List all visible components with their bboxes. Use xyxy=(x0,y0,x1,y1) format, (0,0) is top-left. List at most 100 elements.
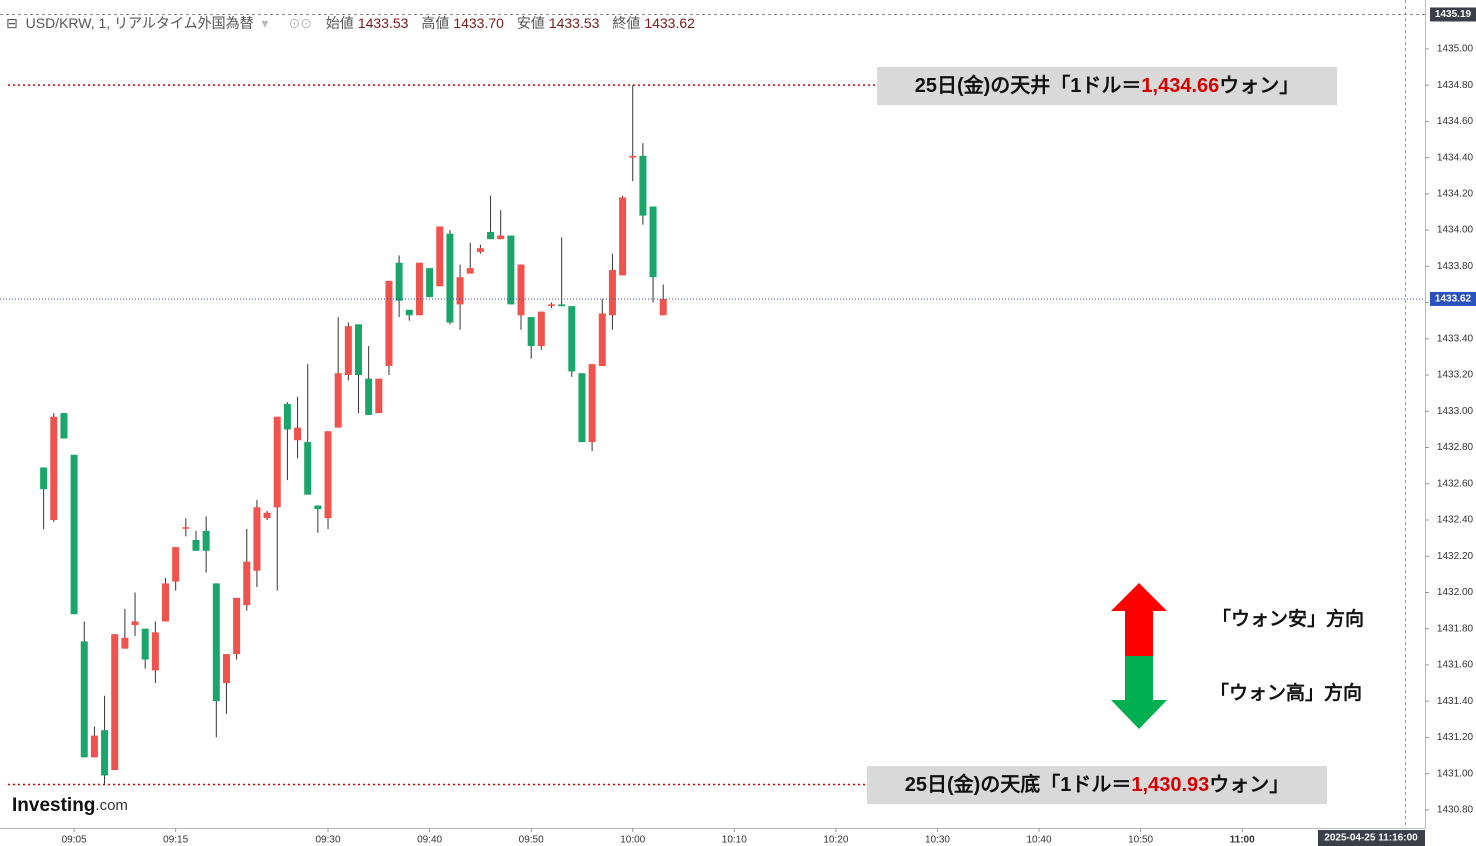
candle-body xyxy=(70,454,78,615)
header: ⊟ USD/KRW, 1, リアルタイム外国為替 ▾ ⊙⊙ 始値 1433.53 … xyxy=(6,13,704,33)
candle-body xyxy=(192,539,200,551)
candle-body xyxy=(415,262,423,316)
y-tick-label: 1435.00 xyxy=(1437,44,1474,55)
candle-body xyxy=(426,268,434,298)
direction-label: 「ウォン高」方向 xyxy=(1210,681,1362,704)
candle-body xyxy=(294,427,302,441)
y-tick-label: 1432.20 xyxy=(1437,551,1474,562)
candle-body xyxy=(598,313,606,366)
candle-body xyxy=(527,317,535,347)
y-tick-label: 1431.40 xyxy=(1437,696,1474,707)
x-tick-label: 09:50 xyxy=(519,835,544,846)
x-tick-label: 10:20 xyxy=(823,835,848,846)
symbol: ⊟ xyxy=(6,15,18,31)
top-marker-box xyxy=(1430,7,1476,22)
candle-body xyxy=(547,304,555,306)
x-tick-label: 10:10 xyxy=(722,835,747,846)
top-marker-label: 1435.19 xyxy=(1435,9,1472,20)
candle-body xyxy=(588,364,596,443)
candle-body xyxy=(283,404,291,430)
annotation-value: 1,434.66 xyxy=(1141,75,1219,97)
last-price-label: 1433.62 xyxy=(1435,294,1472,305)
candle-body xyxy=(659,298,667,316)
last-price-box xyxy=(1430,291,1476,306)
ohlc-value: 1433.53 xyxy=(548,15,600,31)
y-tick-label: 1434.60 xyxy=(1437,116,1474,127)
annotation-text: 25日(金)の天井「1ドル＝ xyxy=(915,73,1142,97)
candle-body xyxy=(517,264,525,316)
annotation-text: ウォン」 xyxy=(1219,74,1299,97)
logo-text: Investing xyxy=(12,795,95,816)
candle-body xyxy=(649,206,657,278)
candle-body xyxy=(263,512,271,519)
candle-body xyxy=(334,373,342,428)
annotation-box xyxy=(877,67,1337,105)
ohlc-value: 1433.70 xyxy=(453,15,504,31)
y-tick-label: 1432.80 xyxy=(1437,442,1474,453)
candle-body xyxy=(395,262,403,301)
settings-icons[interactable]: ⊙⊙ xyxy=(288,15,312,31)
y-tick-label: 1430.80 xyxy=(1437,805,1474,816)
candle-body xyxy=(558,304,566,307)
candle-body xyxy=(375,378,383,414)
candle-body xyxy=(182,527,190,529)
candle-body xyxy=(537,311,545,347)
candle-body xyxy=(608,269,616,316)
candle-body xyxy=(639,155,647,216)
ohlc-name: 終値 xyxy=(612,15,641,31)
candle-body xyxy=(50,416,58,520)
y-tick-label: 1434.20 xyxy=(1437,189,1474,200)
symbol: USD/KRW, 1, リアルタイム外国為替 xyxy=(25,15,254,31)
arrow-up-head xyxy=(1111,583,1167,611)
candle-body xyxy=(90,735,98,758)
x-tick-label: 10:00 xyxy=(620,835,645,846)
candle-body xyxy=(131,621,139,626)
arrow-down-shaft xyxy=(1125,656,1153,701)
candle-body xyxy=(202,530,210,551)
candle-body xyxy=(365,378,373,415)
annotation-low: 25日(金)の天底「1ドル＝1,430.93ウォン」 xyxy=(905,772,1290,796)
y-tick-label: 1433.20 xyxy=(1437,370,1474,381)
candle-body xyxy=(243,561,251,606)
candle-body xyxy=(233,597,241,655)
y-tick-label: 1431.20 xyxy=(1437,732,1474,743)
x-tick-label: 09:40 xyxy=(417,835,442,846)
candle-body xyxy=(456,277,464,305)
annotation-text: ウォン」 xyxy=(1209,773,1289,796)
annotation-value: 1,430.93 xyxy=(1131,774,1209,796)
candle-body xyxy=(212,583,220,702)
candle-body xyxy=(578,373,586,443)
candle-body xyxy=(172,547,180,582)
y-tick-label: 1433.00 xyxy=(1437,406,1474,417)
candle-body xyxy=(466,268,474,274)
ohlc-name: 安値 xyxy=(516,15,545,31)
candle-body xyxy=(476,248,484,252)
x-tick-label: 11:00 xyxy=(1230,835,1255,846)
y-tick-label: 1434.00 xyxy=(1437,225,1474,236)
x-tick-label: 10:40 xyxy=(1027,835,1052,846)
y-tick-label: 1432.60 xyxy=(1437,478,1474,489)
candle-body xyxy=(446,233,454,323)
y-tick-label: 1433.40 xyxy=(1437,333,1474,344)
y-tick-label: 1434.40 xyxy=(1437,152,1474,163)
candle-body xyxy=(507,235,515,305)
dropdown[interactable]: ▾ xyxy=(261,15,269,31)
annotation-high: 25日(金)の天井「1ドル＝1,434.66ウォン」 xyxy=(915,73,1300,97)
y-tick-label: 1431.80 xyxy=(1437,623,1474,634)
candle-body xyxy=(385,280,393,366)
candle-body xyxy=(141,628,149,660)
candle-body xyxy=(314,505,322,510)
timestamp-box xyxy=(1318,830,1425,846)
candle-body xyxy=(40,467,48,490)
candle-body xyxy=(80,641,88,758)
candle-body xyxy=(60,413,68,439)
x-tick-label: 10:30 xyxy=(925,835,950,846)
timestamp: 2025-04-25 11:16:00 xyxy=(1324,833,1418,844)
candle-body xyxy=(497,235,505,240)
candle-body xyxy=(111,634,119,771)
candle-body xyxy=(101,730,109,776)
candle-body xyxy=(619,197,627,276)
